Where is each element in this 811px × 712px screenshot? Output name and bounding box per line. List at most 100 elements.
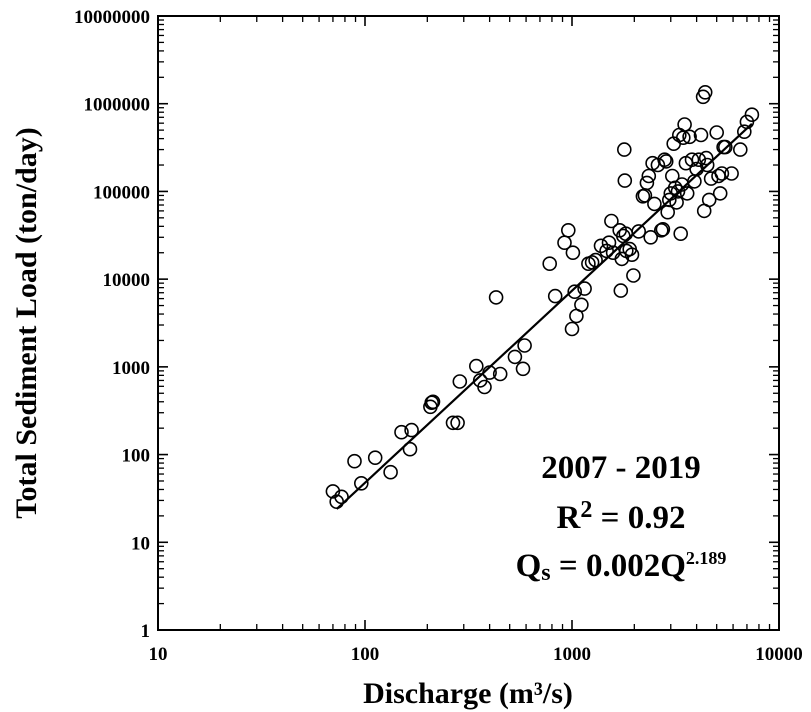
data-point <box>684 152 700 167</box>
data-point <box>661 192 677 208</box>
data-point <box>631 224 647 239</box>
data-point <box>574 297 589 313</box>
data-point <box>613 283 629 298</box>
data-point <box>639 175 655 191</box>
data-point <box>517 338 532 353</box>
data-point <box>468 358 484 374</box>
data-point <box>482 365 497 380</box>
data-point <box>698 150 714 166</box>
r2-superscript: 2 <box>580 497 592 523</box>
data-point <box>547 288 563 304</box>
eq-exponent: 2.189 <box>686 548 727 568</box>
data-point <box>712 186 728 201</box>
x-tick-label: 1000 <box>553 644 591 665</box>
axis-ticks <box>157 15 780 631</box>
annotation-block: 2007 - 2019 R2 = 0.92 Qs = 0.002Q2.189 <box>516 450 727 586</box>
data-point <box>507 349 523 365</box>
data-point <box>560 223 576 238</box>
period-label: 2007 - 2019 <box>541 450 701 486</box>
data-point <box>669 195 684 210</box>
regression-equation: Qs = 0.002Q2.189 <box>516 548 727 586</box>
data-point <box>739 114 755 130</box>
data-point <box>701 192 717 208</box>
data-point <box>614 251 630 267</box>
y-tick-label: 1000000 <box>84 95 151 116</box>
data-point <box>604 213 619 229</box>
data-point <box>394 424 409 440</box>
data-point <box>383 464 398 480</box>
data-point <box>567 284 583 300</box>
data-point <box>542 256 558 272</box>
eq-body: = 0.002Q <box>551 548 686 584</box>
eq-subscript: s <box>541 560 550 586</box>
data-point <box>697 85 713 100</box>
data-point <box>673 226 689 241</box>
data-point <box>699 157 715 173</box>
r-squared-label: R2 = 0.92 <box>557 497 686 536</box>
data-point <box>691 152 707 167</box>
data-point <box>615 228 631 244</box>
data-point <box>477 379 492 395</box>
data-point <box>655 222 671 237</box>
data-point <box>744 107 760 122</box>
data-point <box>682 129 697 145</box>
data-point <box>709 125 725 140</box>
data-point <box>732 142 748 157</box>
data-point <box>714 166 730 181</box>
r2-prefix: R <box>557 500 582 536</box>
data-point <box>677 117 692 132</box>
data-point <box>450 415 465 431</box>
data-point <box>724 166 739 181</box>
data-point <box>593 238 609 254</box>
y-axis-title: Total Sediment Load (ton/day) <box>10 127 43 518</box>
data-point <box>329 494 345 510</box>
data-point <box>564 321 580 337</box>
data-point <box>670 184 686 199</box>
data-point <box>584 255 600 270</box>
data-point <box>404 422 419 438</box>
data-point <box>717 139 733 155</box>
plot-frame <box>157 15 780 631</box>
data-point <box>657 152 672 167</box>
data-point <box>679 186 695 201</box>
data-point <box>616 142 632 157</box>
eq-q: Q <box>516 548 542 584</box>
y-tick-label: 1000 <box>112 358 150 379</box>
data-point <box>599 243 614 259</box>
axis-tick-labels: 10 100 1000 1000011010010001000010000010000… <box>74 7 803 665</box>
y-tick-label: 100000 <box>93 182 150 203</box>
data-point <box>693 127 709 143</box>
data-point <box>736 124 752 139</box>
data-point <box>626 268 641 283</box>
data-point <box>334 489 349 505</box>
y-tick-label: 10000 <box>103 270 151 291</box>
data-point <box>353 475 369 491</box>
y-tick-label: 100 <box>122 446 151 467</box>
data-point <box>658 154 674 169</box>
data-point <box>515 361 531 377</box>
r2-value: = 0.92 <box>592 500 685 536</box>
y-tick-label: 10 <box>131 533 150 554</box>
data-point <box>425 394 441 410</box>
data-point <box>647 196 662 212</box>
data-point <box>565 245 581 260</box>
data-point <box>367 450 383 466</box>
data-point <box>445 415 461 431</box>
data-point <box>492 366 508 382</box>
y-tick-label: 1 <box>141 621 151 642</box>
data-point <box>617 173 633 188</box>
data-point <box>641 168 657 184</box>
data-point <box>588 252 603 268</box>
data-point <box>402 441 418 457</box>
data-point <box>601 235 617 250</box>
data-point <box>577 281 592 296</box>
data-point <box>347 453 362 469</box>
data-point <box>624 247 640 262</box>
y-tick-label: 10000000 <box>74 7 150 28</box>
x-tick-label: 10 <box>149 644 168 665</box>
x-axis-title: Discharge (m³/s) <box>363 677 573 710</box>
x-tick-label: 100 <box>351 644 380 665</box>
x-tick-label: 10000 <box>755 644 803 665</box>
data-point <box>643 230 659 245</box>
